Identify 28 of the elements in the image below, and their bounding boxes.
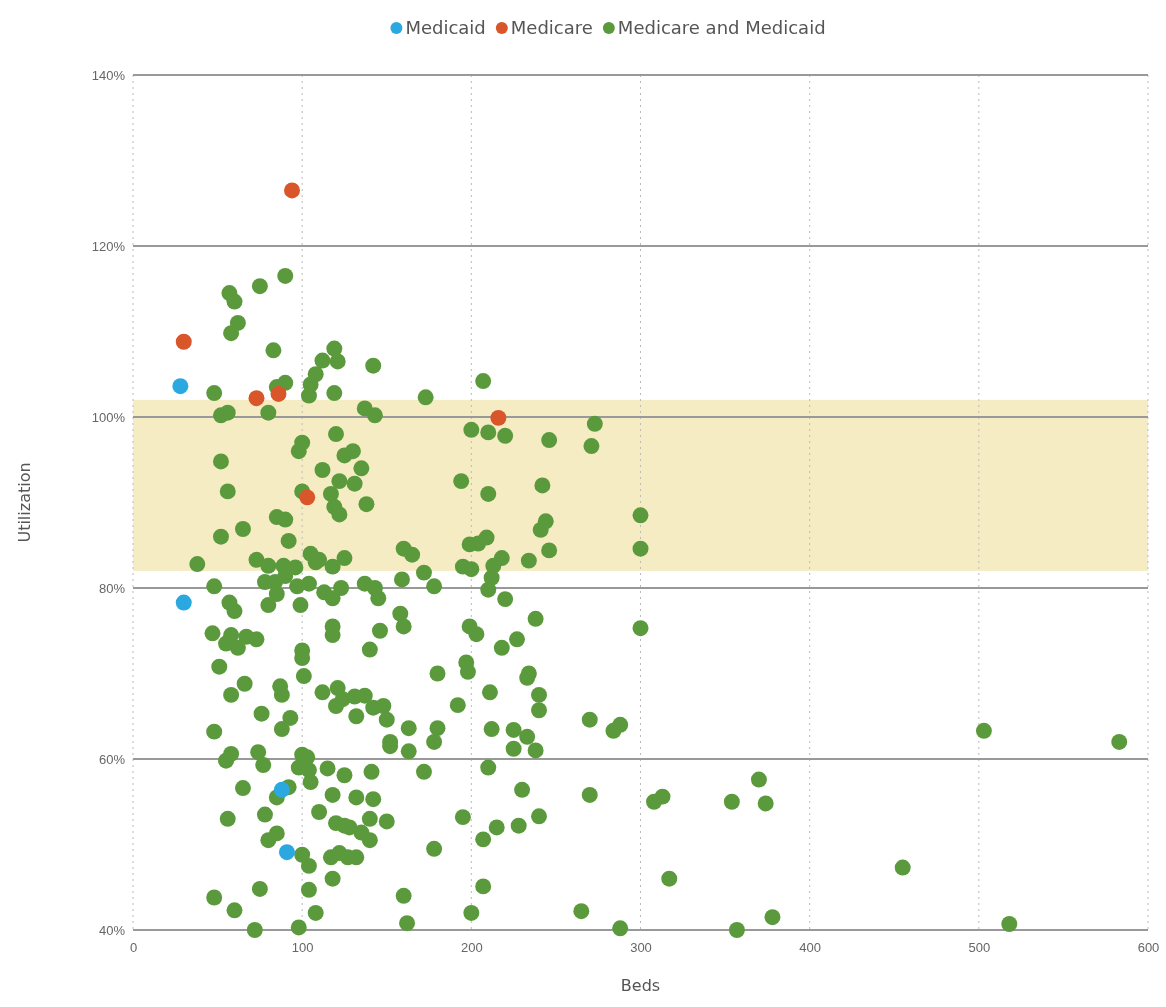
point (273, 781, 290, 798)
point (284, 182, 300, 199)
y-tick-label: 60% (98, 751, 126, 767)
y-tick-label: 140% (91, 67, 126, 83)
point (172, 378, 189, 395)
y-tick-label: 80% (98, 580, 126, 596)
legend-label: Medicare (510, 17, 593, 38)
x-tick-label: 400 (799, 939, 822, 955)
point (248, 390, 265, 407)
legend-label: Medicare and Medicaid (617, 17, 826, 38)
point (270, 385, 287, 402)
y-axis-title: Utilization (15, 462, 34, 543)
x-tick-label: 0 (129, 939, 138, 955)
point (175, 333, 192, 350)
x-tick-label: 200 (460, 939, 483, 955)
y-tick-label: 100% (91, 409, 126, 425)
legend-label: Medicaid (405, 17, 486, 38)
y-tick-label: 120% (91, 238, 126, 254)
x-axis-title: Beds (620, 976, 661, 995)
x-tick-label: 100 (291, 939, 314, 955)
point (278, 844, 295, 861)
x-tick-label: 300 (630, 939, 652, 955)
x-tick-label: 500 (968, 939, 991, 955)
point (175, 594, 192, 611)
x-tick-label: 600 (1137, 939, 1160, 955)
point (490, 409, 507, 426)
y-tick-label: 40% (98, 922, 126, 938)
point (299, 489, 316, 506)
